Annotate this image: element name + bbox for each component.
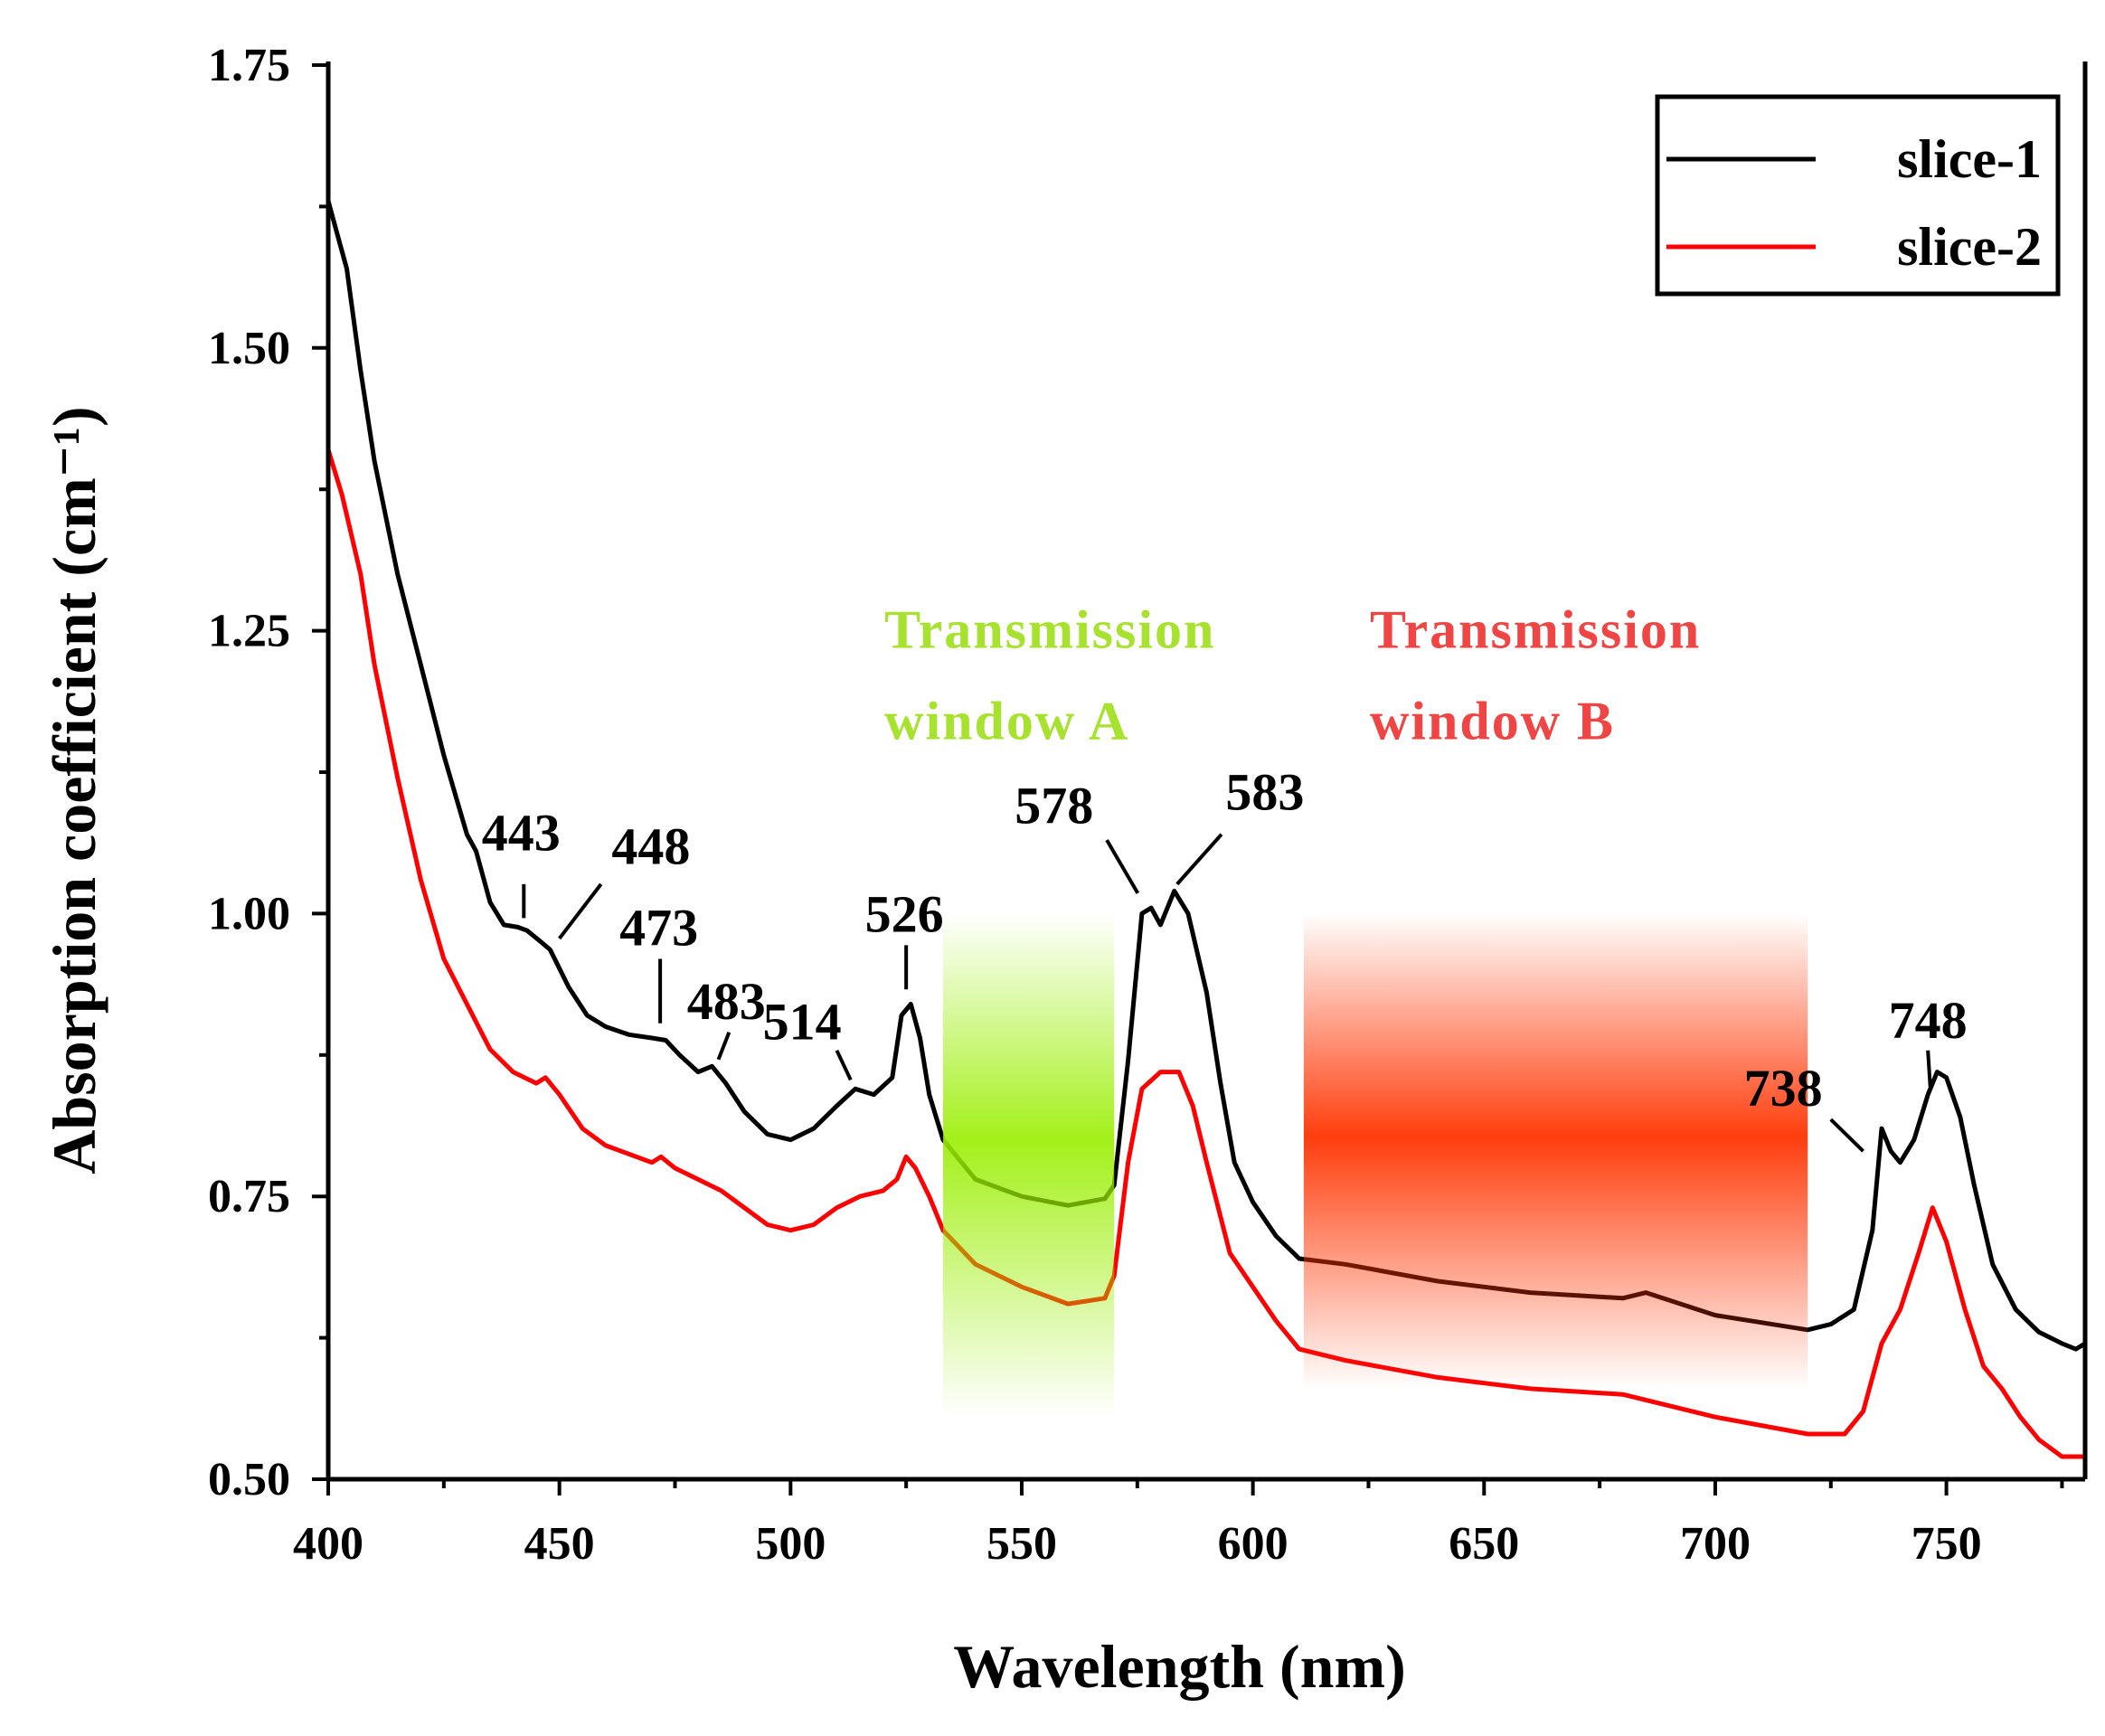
x-tick-label: 700 — [1680, 1518, 1751, 1570]
transmission-window-b — [1303, 913, 1808, 1389]
transmission-window-a — [943, 913, 1115, 1418]
peak-leader-line — [1175, 833, 1223, 886]
window-label-line2: window B — [1370, 692, 1615, 751]
peak-leader-line — [1829, 1118, 1864, 1153]
window-label-line1: Transmission — [884, 599, 1215, 659]
x-tick-label: 750 — [1911, 1518, 1982, 1570]
peak-leader-line — [1105, 839, 1140, 894]
legend-label-slice-1: slice-1 — [1897, 129, 2042, 189]
series-line-slice-1 — [326, 200, 2087, 1352]
y-tick-label: 1.00 — [208, 888, 290, 939]
peak-label: 483 — [687, 972, 766, 1031]
peak-label: 514 — [763, 992, 842, 1051]
peak-label: 738 — [1744, 1059, 1823, 1118]
peak-leader-line — [716, 1032, 732, 1061]
window-label-line2: window A — [884, 692, 1129, 751]
y-axis-title: Absorption coefficient (cm⁻¹) — [40, 406, 109, 1174]
axes: 400 450 500 550 600 650 700 750 0.50 0.75 1.00 1.25… — [40, 40, 2088, 1701]
legend-label-slice-2: slice-2 — [1897, 217, 2042, 277]
x-axis-title: Wavelength (nm) — [953, 1632, 1406, 1701]
x-tick-label: 400 — [293, 1518, 363, 1570]
y-tick-label: 0.75 — [208, 1171, 290, 1222]
peak-label: 748 — [1889, 991, 1968, 1050]
peak-label: 443 — [482, 803, 561, 862]
x-tick-label: 550 — [986, 1518, 1057, 1570]
legend-box — [1655, 94, 2061, 297]
x-tick-label: 450 — [524, 1518, 595, 1570]
y-tick-label: 1.50 — [208, 323, 290, 374]
peak-label: 473 — [619, 898, 698, 957]
peak-label: 448 — [611, 816, 690, 875]
y-tick-label: 1.75 — [208, 40, 290, 91]
y-tick-label: 0.50 — [208, 1454, 290, 1505]
peak-leader-line — [558, 882, 603, 940]
peak-leader-line — [835, 1049, 853, 1081]
x-tick-label: 600 — [1218, 1518, 1288, 1570]
peak-label: 578 — [1015, 776, 1093, 835]
y-tick-label: 1.25 — [208, 606, 290, 657]
x-tick-label: 500 — [755, 1518, 826, 1570]
x-tick-label: 650 — [1449, 1518, 1519, 1570]
window-label-line1: Transmission — [1370, 599, 1701, 659]
peak-label: 583 — [1225, 762, 1304, 821]
peak-leader-line — [1926, 1050, 1932, 1087]
peak-label: 526 — [865, 884, 944, 943]
transmission-windows: Transmission window A Transmission window B — [884, 599, 1808, 1418]
series-lines — [326, 200, 2087, 1459]
legend: slice-1 slice-2 — [1655, 94, 2061, 297]
